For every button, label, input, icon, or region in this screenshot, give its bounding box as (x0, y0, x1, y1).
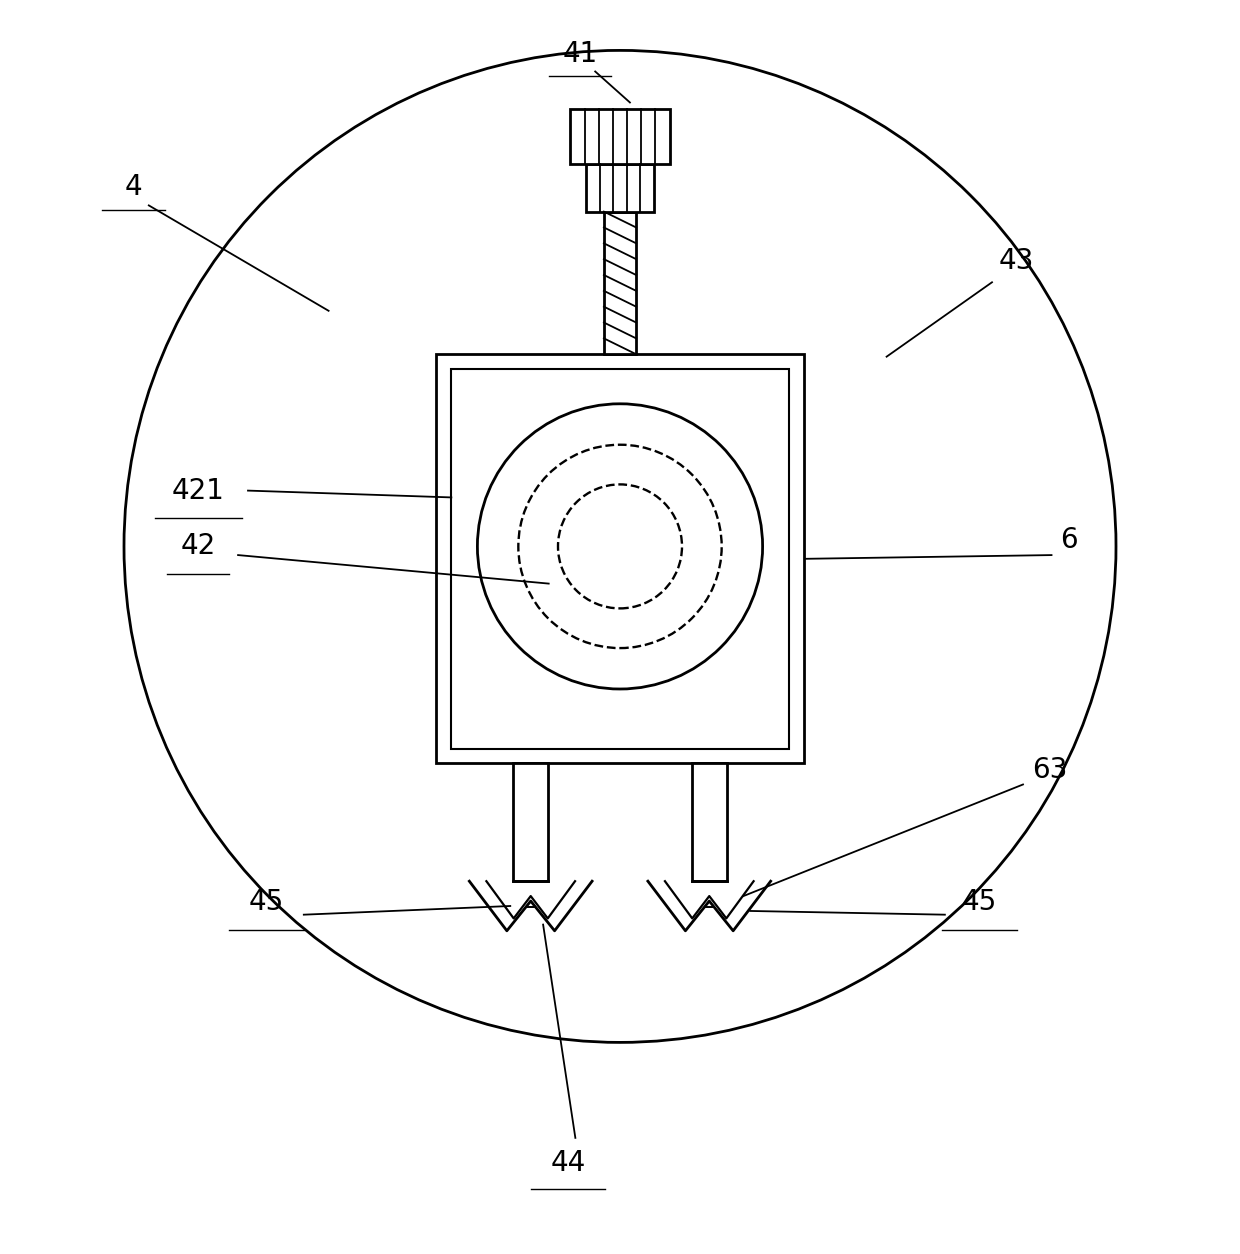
Bar (513, 764, 548, 882)
Text: 421: 421 (172, 477, 224, 504)
Text: 43: 43 (999, 247, 1034, 275)
Text: 63: 63 (1033, 756, 1068, 784)
Bar (570, 109, 670, 164)
Text: 45: 45 (962, 888, 997, 917)
Text: 44: 44 (551, 1149, 585, 1176)
Circle shape (477, 404, 763, 688)
Bar (585, 164, 655, 212)
Text: 4: 4 (125, 173, 143, 201)
Bar (604, 212, 636, 354)
Text: 45: 45 (249, 888, 284, 917)
Text: 41: 41 (563, 40, 598, 68)
Bar (436, 354, 804, 764)
Bar (451, 369, 789, 749)
Text: 6: 6 (1060, 527, 1078, 554)
Bar (692, 764, 727, 882)
Text: 42: 42 (181, 533, 216, 561)
